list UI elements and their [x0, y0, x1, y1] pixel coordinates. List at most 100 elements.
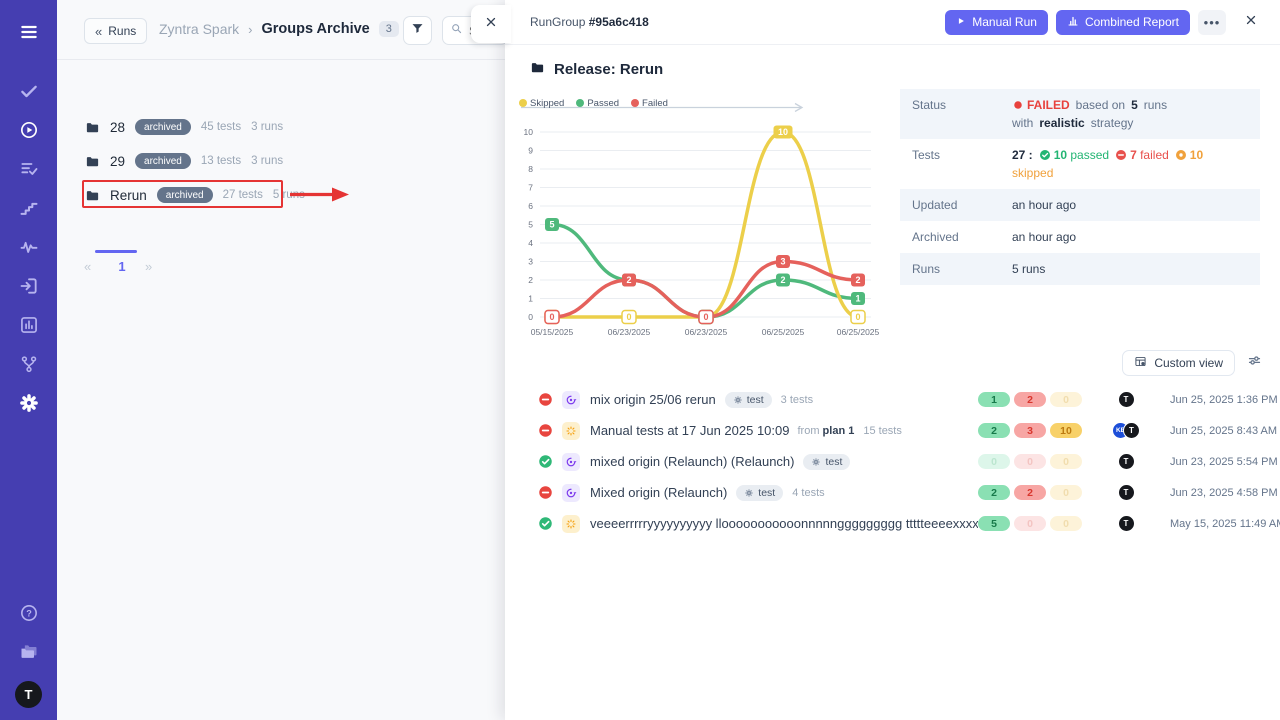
folder-icon: [85, 120, 100, 135]
groups-count-badge: 3: [378, 21, 399, 37]
drawer-header: RunGroup #95a6c418 Manual Run Combined R…: [505, 0, 1280, 45]
list-check-icon[interactable]: [10, 149, 48, 188]
run-row[interactable]: Manual tests at 17 Jun 2025 10:09 from pl…: [525, 415, 1277, 446]
detail-value: 5 runs: [1012, 260, 1248, 278]
folders-icon[interactable]: [10, 632, 48, 671]
group-row[interactable]: 29 archived 13 tests 3 runs: [57, 144, 505, 178]
gear-icon[interactable]: [10, 383, 48, 422]
filter-settings-button[interactable]: [1247, 353, 1262, 373]
detail-segment: FAILED: [1012, 98, 1070, 112]
run-row[interactable]: veeeerrrrryyyyyyyyyy llooooooooooonnnnng…: [525, 508, 1280, 539]
run-avatar[interactable]: T: [1117, 453, 1135, 470]
run-title[interactable]: veeeerrrrryyyyyyyyyy llooooooooooonnnnng…: [590, 516, 978, 531]
run-tests-count: 15 tests: [863, 424, 902, 437]
svg-text:05/15/2025: 05/15/2025: [531, 327, 574, 337]
detail-value: an hour ago: [1012, 228, 1248, 246]
run-timestamp: Jun 23, 2025 5:54 PM: [1170, 455, 1278, 468]
svg-text:2: 2: [780, 275, 785, 285]
activity-icon[interactable]: [10, 227, 48, 266]
run-tag-badge: test: [803, 453, 851, 470]
run-avatar[interactable]: T: [1123, 422, 1140, 439]
legend-item-skipped[interactable]: Skipped: [519, 98, 564, 109]
count-pill-skip: 0: [1050, 516, 1082, 531]
page-next-button[interactable]: »: [145, 259, 153, 274]
rungroup-heading: Release: Rerun: [530, 60, 663, 79]
manual-run-button[interactable]: Manual Run: [945, 9, 1048, 35]
report-icon[interactable]: [10, 305, 48, 344]
custom-view-button[interactable]: Custom view: [1122, 350, 1235, 376]
run-title[interactable]: mixed origin (Relaunch) (Relaunch): [590, 454, 795, 469]
run-status-failed-icon: [538, 485, 553, 500]
menu-icon[interactable]: [10, 12, 48, 51]
branch-icon[interactable]: [10, 344, 48, 383]
svg-text:10: 10: [524, 127, 534, 137]
group-runs-count: 3 runs: [251, 155, 284, 167]
group-name: 29: [110, 153, 126, 169]
page-prev-button[interactable]: «: [84, 259, 92, 274]
svg-text:06/25/2025: 06/25/2025: [762, 327, 805, 337]
detail-row-tests: Tests 27 : 10 passed 7 failed 10 skipped: [900, 139, 1260, 189]
run-row[interactable]: Mixed origin (Relaunch) test 4 tests 2 2 0 T Ju…: [525, 477, 1278, 508]
svg-text:06/23/2025: 06/23/2025: [685, 327, 728, 337]
run-timestamp: Jun 23, 2025 4:58 PM: [1170, 486, 1278, 499]
filter-button[interactable]: [403, 16, 432, 45]
archived-badge: archived: [135, 119, 191, 135]
panel-close-button[interactable]: [471, 5, 511, 43]
svg-text:3: 3: [528, 257, 533, 267]
run-status-passed-icon: [538, 454, 553, 469]
count-pill-skip: 0: [1050, 454, 1082, 469]
run-row[interactable]: mixed origin (Relaunch) (Relaunch) test 0 0…: [525, 446, 1278, 477]
page-number-1[interactable]: 1: [118, 259, 126, 274]
chart-legend: Skipped Passed Failed: [519, 94, 898, 112]
run-timestamp: May 15, 2025 11:49 AM: [1170, 517, 1280, 530]
drawer-title: RunGroup #95a6c418: [530, 15, 649, 29]
group-row-highlighted[interactable]: Rerun archived 27 tests 5 runs: [57, 178, 505, 212]
play-icon: [956, 15, 966, 29]
group-tests-count: 27 tests: [222, 189, 263, 201]
breadcrumb-project[interactable]: Zyntra Spark: [159, 21, 240, 37]
drawer-close-button[interactable]: [1244, 13, 1258, 32]
combined-report-button[interactable]: Combined Report: [1055, 9, 1190, 35]
archived-badge: archived: [135, 153, 191, 169]
run-avatar[interactable]: T: [1117, 484, 1135, 501]
count-pill-skip: 0: [1050, 485, 1082, 500]
run-avatar[interactable]: T: [1117, 391, 1135, 408]
run-title[interactable]: Manual tests at 17 Jun 2025 10:09: [590, 423, 790, 438]
run-from-plan: from plan 1: [797, 424, 855, 437]
check-icon[interactable]: [10, 71, 48, 110]
sign-in-icon[interactable]: [10, 266, 48, 305]
run-kind-mixed-icon: [562, 452, 580, 471]
legend-item-failed[interactable]: Failed: [631, 98, 668, 109]
run-avatar[interactable]: T: [1117, 515, 1135, 532]
steps-icon[interactable]: [10, 188, 48, 227]
run-title[interactable]: mix origin 25/06 rerun: [590, 392, 716, 407]
count-pill-fail: 0: [1014, 516, 1046, 531]
svg-text:6: 6: [528, 201, 533, 211]
count-pill-skip: 0: [1050, 392, 1082, 407]
user-avatar[interactable]: T: [15, 681, 42, 708]
detail-segment: 27 :: [1012, 148, 1033, 162]
run-title[interactable]: Mixed origin (Relaunch): [590, 485, 728, 500]
rungroup-details-table: Status FAILED based on 5 runs with realistic s…: [900, 89, 1260, 285]
combined-report-label: Combined Report: [1084, 15, 1179, 29]
run-row[interactable]: mix origin 25/06 rerun test 3 tests 1 2 0 T Jun…: [525, 384, 1278, 415]
count-pill-fail: 2: [1014, 485, 1046, 500]
count-pill-pass: 5: [978, 516, 1010, 531]
run-status-failed-icon: [538, 392, 553, 407]
more-actions-button[interactable]: •••: [1198, 9, 1226, 35]
group-list: 28 archived 45 tests 3 runs 29 archived 13 tes…: [57, 110, 505, 212]
breadcrumb: Zyntra Spark › Groups Archive 3: [159, 21, 399, 37]
run-tests-count: 4 tests: [792, 486, 825, 499]
count-pill-pass: 0: [978, 454, 1010, 469]
group-row[interactable]: 28 archived 45 tests 3 runs: [57, 110, 505, 144]
count-pill-fail: 2: [1014, 392, 1046, 407]
back-to-runs-button[interactable]: « Runs: [84, 18, 148, 44]
count-pill-fail: 3: [1014, 423, 1046, 438]
play-circle-icon[interactable]: [10, 110, 48, 149]
legend-item-passed[interactable]: Passed: [576, 98, 619, 109]
svg-text:1: 1: [528, 294, 533, 304]
help-icon[interactable]: ?: [10, 593, 48, 632]
